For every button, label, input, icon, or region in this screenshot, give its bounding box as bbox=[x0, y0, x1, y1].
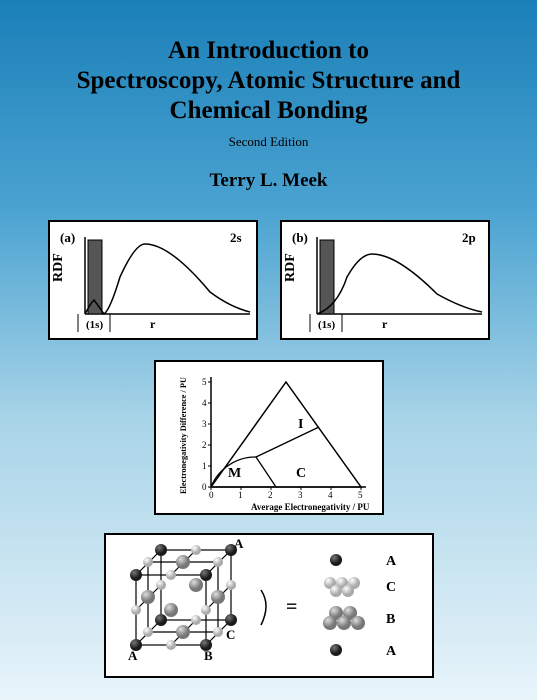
x-ticks: 0 1 2 3 4 5 bbox=[209, 487, 363, 500]
author-name: Terry L. Meek bbox=[0, 170, 537, 192]
bar-1s bbox=[88, 240, 102, 314]
region-m: M bbox=[228, 466, 241, 481]
svg-text:5: 5 bbox=[202, 377, 207, 387]
svg-text:2: 2 bbox=[202, 440, 207, 450]
cube-label-a-bottom: A bbox=[128, 648, 138, 663]
legend-b: B bbox=[386, 612, 395, 627]
svg-text:0: 0 bbox=[209, 490, 214, 500]
svg-text:1: 1 bbox=[202, 461, 207, 471]
svg-text:4: 4 bbox=[202, 398, 207, 408]
svg-text:0: 0 bbox=[202, 482, 207, 492]
y-ticks: 0 1 2 3 4 5 bbox=[202, 377, 211, 492]
svg-text:5: 5 bbox=[358, 490, 363, 500]
title-line-2: Spectroscopy, Atomic Structure and bbox=[77, 67, 461, 94]
cube-spheres bbox=[130, 544, 237, 651]
svg-text:3: 3 bbox=[298, 490, 303, 500]
equals-sign: = bbox=[286, 596, 297, 618]
svg-text:2: 2 bbox=[268, 490, 273, 500]
cube-panel: A A B C = A C B A bbox=[104, 533, 434, 678]
xlabel-triangle: Average Electronegativity / PU bbox=[251, 502, 370, 512]
title-line-3: Chemical Bonding bbox=[170, 97, 368, 124]
ylabel-rdf-a: RDF bbox=[51, 253, 66, 282]
rdf-curve-2p bbox=[317, 254, 482, 314]
svg-text:3: 3 bbox=[202, 419, 207, 429]
edition-label: Second Edition bbox=[0, 134, 537, 150]
panel-label-a: (a) bbox=[60, 230, 75, 245]
xlabel-r-b: r bbox=[382, 317, 388, 331]
bar-1s bbox=[320, 240, 334, 314]
book-title: An Introduction to Spectroscopy, Atomic … bbox=[0, 36, 537, 126]
title-block: An Introduction to Spectroscopy, Atomic … bbox=[0, 0, 537, 192]
ylabel-triangle: Electronegativity Difference / PU bbox=[179, 377, 188, 494]
legend: A C B A bbox=[323, 554, 397, 659]
xlabel-1s-a: (1s) bbox=[86, 319, 103, 331]
rdf-panel-2s: (a) 2s RDF (1s) r bbox=[48, 220, 258, 340]
divider-mc bbox=[256, 457, 276, 487]
ylabel-rdf-b: RDF bbox=[283, 253, 298, 282]
title-line-1: An Introduction to bbox=[168, 37, 369, 64]
rdf-panel-2p: (b) 2p RDF (1s) r bbox=[280, 220, 490, 340]
svg-text:1: 1 bbox=[238, 490, 243, 500]
rdf-row: (a) 2s RDF (1s) r (b) 2p RDF bbox=[0, 220, 537, 340]
triangle-panel: 0 1 2 3 4 5 0 1 2 3 4 5 M I C Average Electroneg… bbox=[154, 360, 384, 515]
legend-a-bottom: A bbox=[386, 644, 397, 659]
rdf-curve-2s bbox=[85, 244, 250, 314]
cube-label-c: C bbox=[226, 627, 235, 642]
legend-c: C bbox=[386, 580, 396, 595]
xlabel-1s-b: (1s) bbox=[318, 319, 335, 331]
divider-ic bbox=[256, 427, 319, 457]
xlabel-r-a: r bbox=[150, 317, 156, 331]
panel-label-b: (b) bbox=[292, 230, 308, 245]
arc-icon bbox=[261, 590, 266, 625]
legend-a-top: A bbox=[386, 554, 397, 569]
svg-text:4: 4 bbox=[328, 490, 333, 500]
region-i: I bbox=[298, 417, 303, 432]
cube-label-b: B bbox=[204, 648, 213, 663]
region-c: C bbox=[296, 466, 306, 481]
orbital-label-2p: 2p bbox=[462, 230, 476, 245]
orbital-label-2s: 2s bbox=[230, 230, 242, 245]
cube-label-a-top: A bbox=[234, 536, 244, 551]
